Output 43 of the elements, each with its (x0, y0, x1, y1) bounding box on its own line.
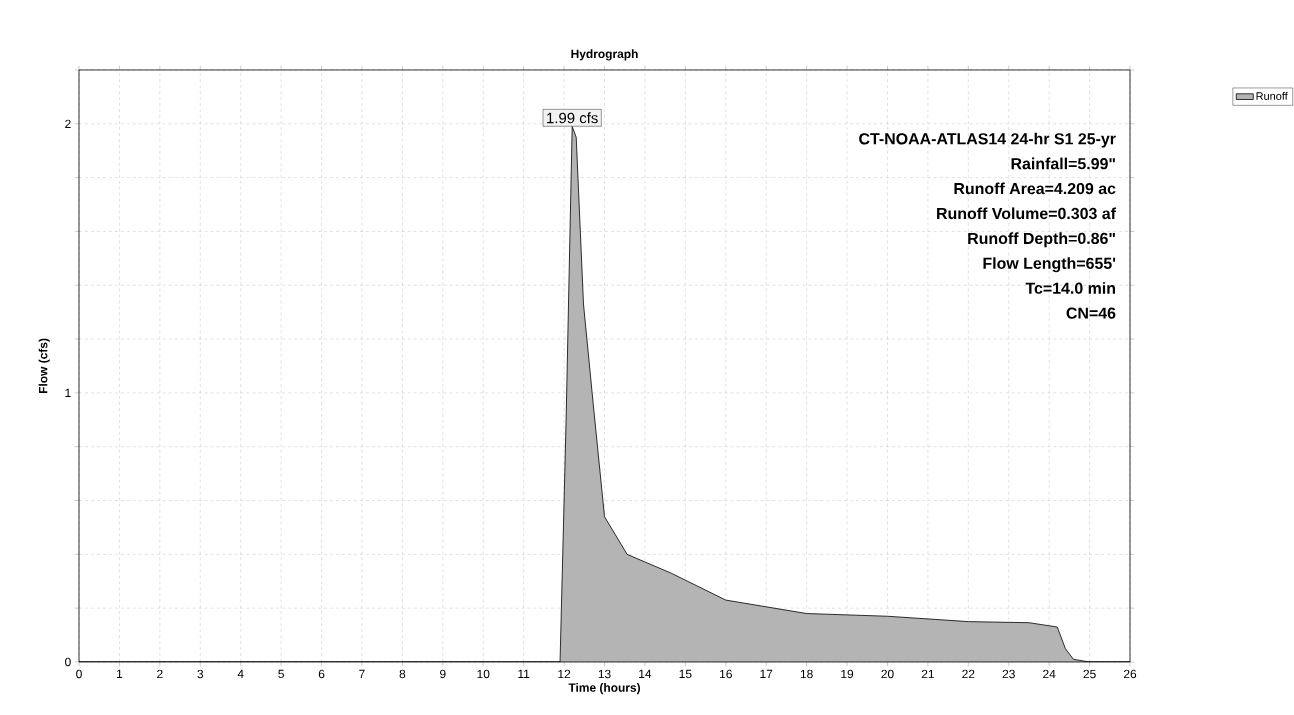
x-tick-label: 0 (76, 669, 82, 679)
x-tick-label: 7 (359, 669, 365, 678)
x-tick-label: 17 (760, 669, 773, 678)
annotation: Runoff Depth=0.86" (968, 232, 1115, 248)
x-tick-label: 20 (881, 669, 894, 679)
annotation: Rainfall=5.99" (1011, 157, 1115, 170)
chart-title: Hydrograph (571, 49, 638, 61)
x-axis-title: Time (hours) (568, 683, 640, 695)
y-tick-label: 0 (65, 657, 71, 667)
annotation: Flow Length=655' (983, 257, 1116, 273)
x-tick-label: 14 (639, 669, 652, 678)
x-tick-label: 18 (800, 669, 813, 679)
annotation: 1.99 cfs (547, 112, 598, 124)
x-tick-label: 16 (720, 669, 732, 679)
legend-label: Runoff (1256, 91, 1288, 100)
x-tick-label: 24 (1043, 669, 1056, 679)
x-tick-label: 8 (399, 669, 406, 679)
x-tick-label: 25 (1083, 669, 1096, 679)
y-axis-title: Flow (cfs) (38, 338, 50, 394)
annotation: Runoff Volume=0.303 af (937, 207, 1117, 220)
annotation: Runoff Area=4.209 ac (954, 182, 1116, 195)
annotation: CN=46 (1066, 307, 1116, 319)
y-tick-label: 1 (65, 388, 71, 397)
x-tick-label: 4 (237, 669, 244, 678)
x-tick-label: 3 (197, 669, 204, 679)
x-tick-label: 10 (477, 669, 490, 679)
x-tick-label: 12 (558, 669, 571, 679)
x-tick-label: 13 (598, 669, 611, 679)
x-tick-label: 21 (921, 669, 934, 679)
x-tick-label: 26 (1123, 669, 1137, 679)
x-tick-label: 2 (157, 669, 163, 679)
x-tick-label: 22 (962, 669, 975, 679)
x-tick-label: 6 (318, 669, 325, 679)
x-tick-label: 15 (679, 669, 692, 679)
x-tick-label: 9 (440, 669, 446, 679)
annotation: Tc=14.0 min (1025, 282, 1115, 294)
annotation: CT-NOAA-ATLAS14 24-hr S1 25-yr (859, 132, 1116, 148)
x-tick-label: 11 (518, 669, 530, 678)
y-tick-label: 2 (65, 119, 71, 128)
x-tick-label: 23 (1002, 669, 1015, 679)
x-tick-label: 5 (278, 669, 284, 679)
x-tick-label: 1 (117, 669, 123, 678)
x-tick-label: 19 (841, 669, 854, 679)
